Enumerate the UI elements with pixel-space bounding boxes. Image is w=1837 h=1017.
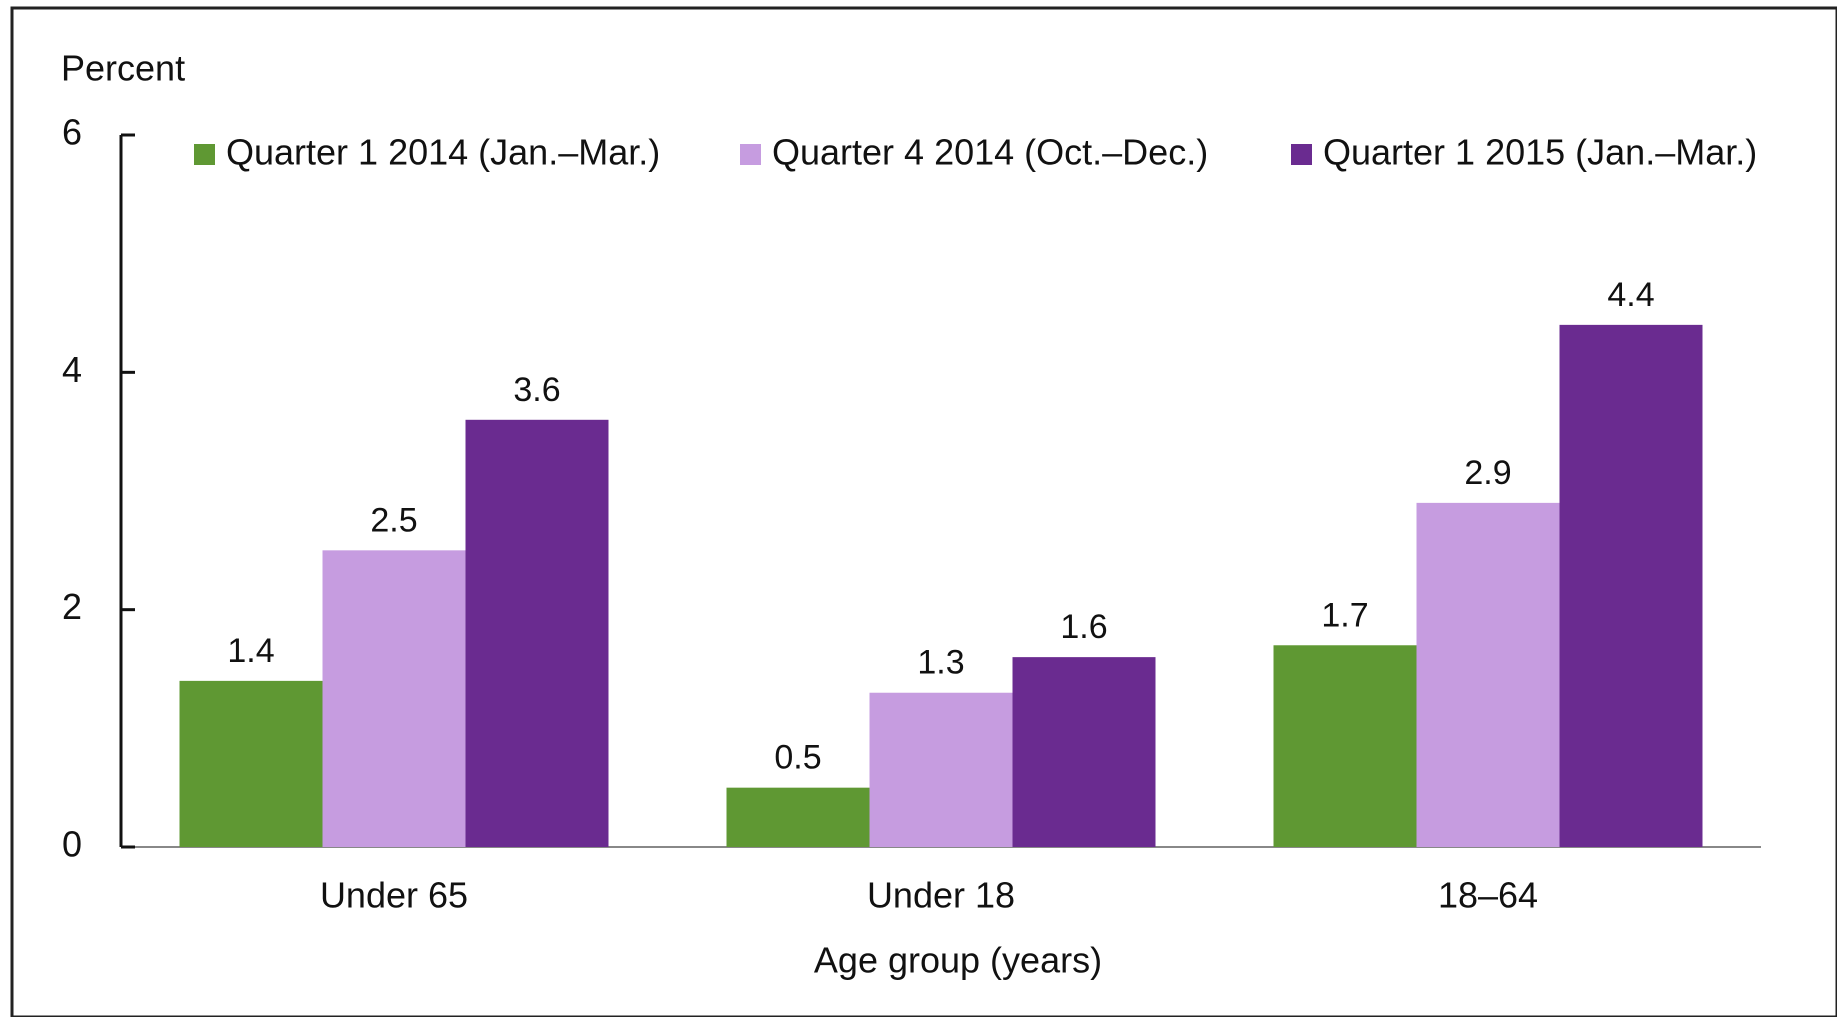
bar (179, 680, 323, 847)
y-tick-label: 6 (62, 112, 82, 153)
y-tick-label: 2 (62, 586, 82, 627)
bar (322, 550, 466, 847)
value-label: 2.9 (1464, 454, 1511, 492)
legend-swatch (1291, 144, 1312, 165)
bar (1012, 657, 1156, 847)
legend-label: Quarter 1 2014 (Jan.–Mar.) (226, 132, 660, 173)
legend-swatch (740, 144, 761, 165)
value-label: 3.6 (513, 371, 560, 409)
y-tick-label: 4 (62, 349, 82, 390)
value-label: 1.7 (1321, 596, 1368, 634)
frame (10, 6, 1837, 1017)
x-tick-label: Under 18 (867, 875, 1015, 916)
x-tick-label: 18–64 (1438, 875, 1538, 916)
legend-label: Quarter 1 2015 (Jan.–Mar.) (1323, 132, 1757, 173)
x-axis-label: Age group (years) (814, 940, 1102, 981)
value-label: 4.4 (1607, 276, 1654, 314)
value-label: 0.5 (774, 739, 821, 777)
legend-swatch (194, 144, 215, 165)
bar (1416, 502, 1560, 847)
bar (1559, 324, 1703, 847)
bar (726, 787, 870, 847)
bar (1273, 645, 1417, 847)
x-tick-label: Under 65 (320, 875, 468, 916)
bar (465, 419, 609, 847)
y-axis-label: Percent (61, 48, 185, 89)
value-label: 1.6 (1060, 608, 1107, 646)
legend-label: Quarter 4 2014 (Oct.–Dec.) (772, 132, 1208, 173)
value-label: 1.4 (227, 632, 274, 670)
bar (869, 692, 1013, 847)
value-label: 1.3 (917, 644, 964, 682)
value-label: 2.5 (370, 501, 417, 539)
y-tick-label: 0 (62, 824, 82, 865)
